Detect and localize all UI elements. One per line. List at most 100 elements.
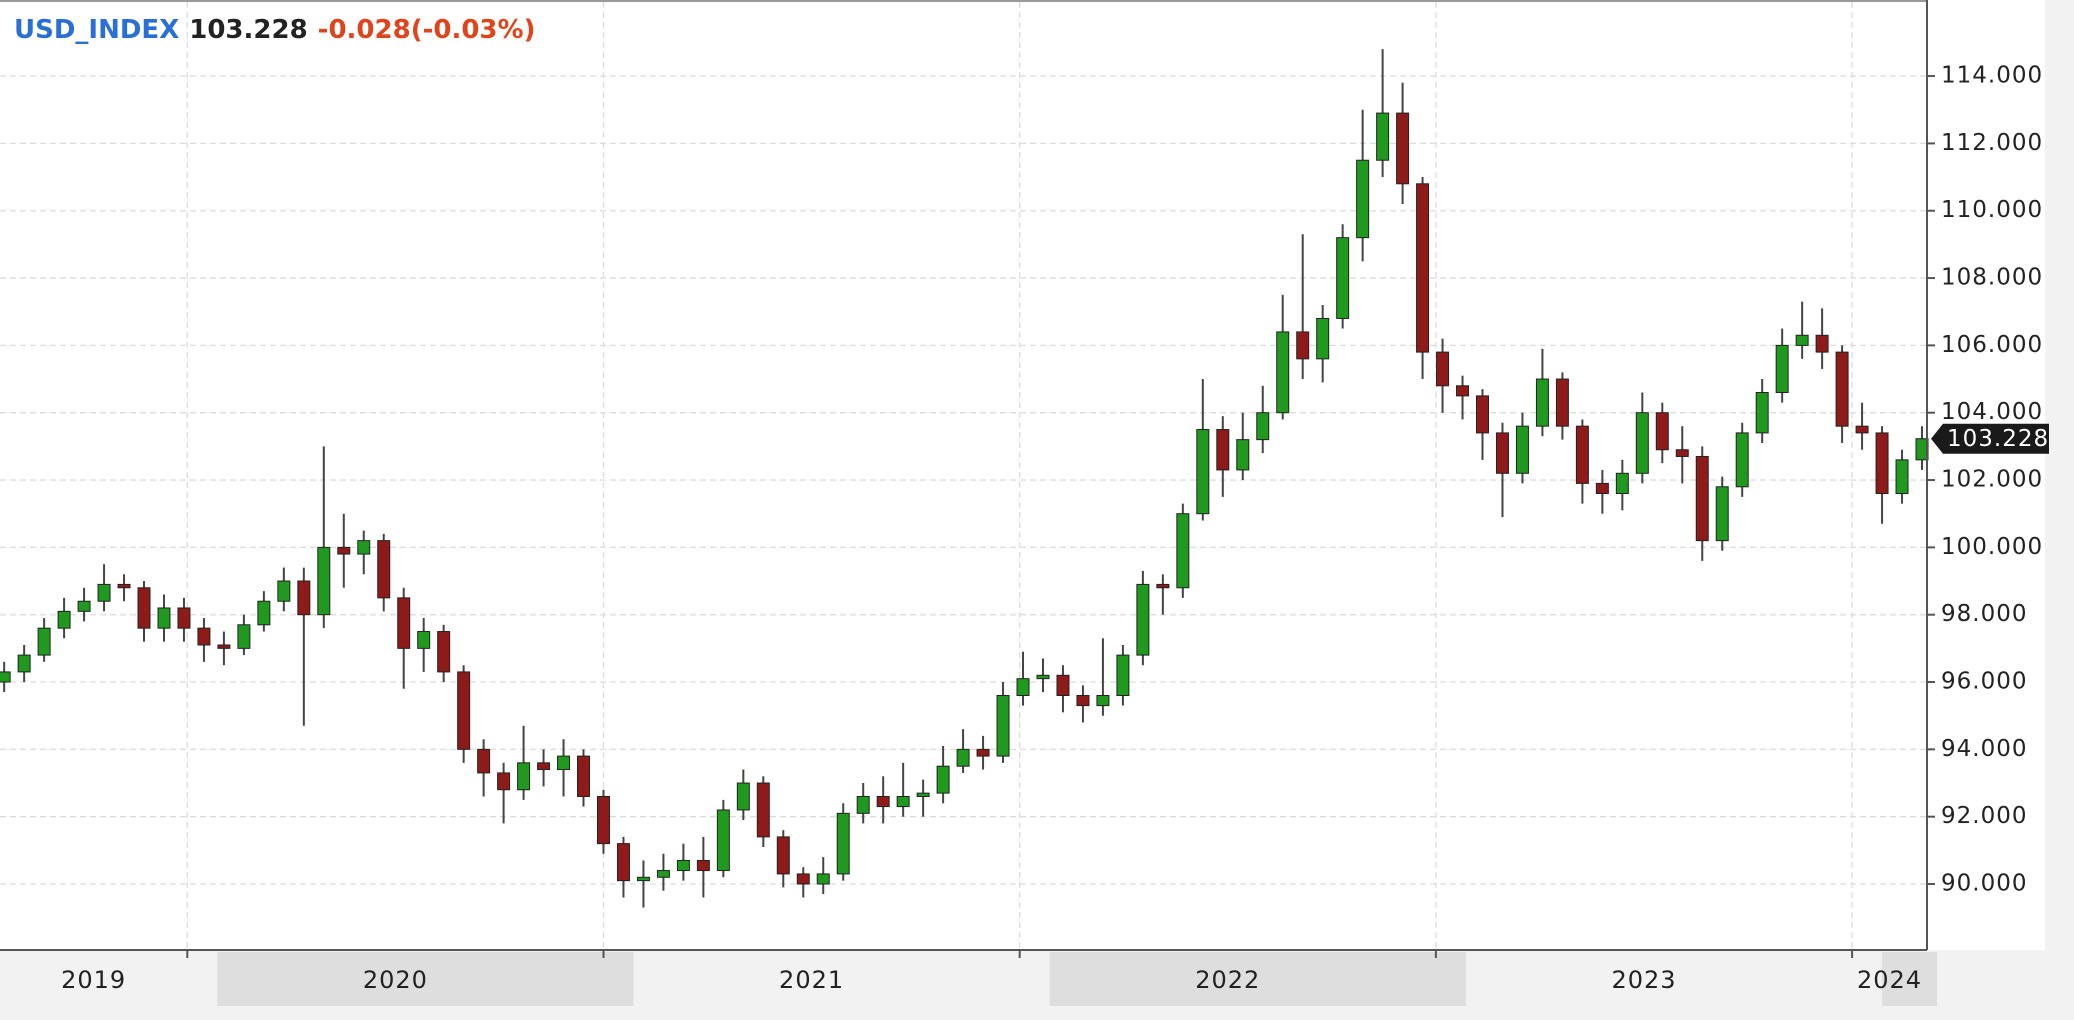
candle-body <box>1276 331 1290 414</box>
candle-body <box>1875 432 1889 495</box>
y-tick-label: 100.000 <box>1941 534 2043 560</box>
y-tick-label: 112.000 <box>1941 130 2043 156</box>
candle-body <box>537 762 551 771</box>
candle-body <box>836 812 850 875</box>
y-tick-label: 90.000 <box>1941 871 2027 897</box>
x-tick-label: 2022 <box>1195 966 1260 994</box>
candle-body <box>1575 425 1589 484</box>
candle-body <box>1416 183 1430 353</box>
candle-body <box>816 873 830 885</box>
candle-body <box>317 546 331 616</box>
candle-body <box>1675 449 1689 457</box>
candle-body <box>1476 395 1489 434</box>
candle-body <box>1176 513 1190 589</box>
candle-body <box>1316 317 1330 360</box>
candle-body <box>756 782 770 838</box>
candle-body <box>1196 429 1210 515</box>
grid <box>0 2 1927 950</box>
candle-body <box>577 755 591 797</box>
y-tick-label: 106.000 <box>1941 332 2043 358</box>
candle-body <box>716 809 730 872</box>
change: -0.028(-0.03%) <box>318 15 536 45</box>
x-tick-label: 2020 <box>363 966 428 994</box>
candle-body <box>1016 678 1030 696</box>
candle-body <box>477 748 491 774</box>
y-tick-label: 102.000 <box>1941 467 2043 493</box>
candle-body <box>1436 351 1450 387</box>
candle-body <box>377 540 391 599</box>
last-price-tag <box>1931 423 2049 454</box>
candle-body <box>117 583 131 589</box>
y-tick-label: 110.000 <box>1941 197 2043 223</box>
y-tick-label: 94.000 <box>1941 736 2027 762</box>
x-tick-label: 2023 <box>1611 966 1676 994</box>
candle-body <box>1535 378 1549 427</box>
candle-body <box>77 600 91 612</box>
candle-body <box>1635 412 1649 474</box>
candle-body <box>457 671 471 750</box>
candle-body <box>1156 583 1170 589</box>
x-tick-label: 2021 <box>779 966 844 994</box>
candle-body <box>1296 331 1310 360</box>
candle-body <box>357 540 371 555</box>
candle-body <box>996 694 1010 757</box>
x-tick-label: 2019 <box>61 966 126 994</box>
candle-body <box>337 546 351 555</box>
year-band <box>1882 952 1937 1006</box>
candle-body <box>57 610 71 629</box>
candle-body <box>137 587 151 629</box>
candle-body <box>1216 429 1230 471</box>
candle-body <box>1096 694 1110 707</box>
candle-body <box>916 792 930 797</box>
candle-body <box>1495 432 1509 474</box>
last-price: 103.228 <box>189 15 307 45</box>
candle-body <box>17 654 31 673</box>
candle-body <box>197 627 211 646</box>
candle-body <box>1855 425 1869 434</box>
candle-body <box>1595 482 1609 495</box>
candle-body <box>636 876 650 882</box>
y-tick-label: 108.000 <box>1941 265 2043 291</box>
candle-body <box>1715 486 1729 542</box>
candle-body <box>1076 694 1090 707</box>
candle-body <box>656 870 670 878</box>
candle-body <box>956 748 970 767</box>
candle-body <box>417 631 431 649</box>
candle-body <box>596 795 610 845</box>
candle-body <box>876 795 890 808</box>
candle-body <box>437 631 451 673</box>
y-tick-label: 104.000 <box>1941 399 2043 425</box>
symbol: USD_INDEX <box>14 15 179 45</box>
candle-body <box>277 580 291 602</box>
candle-body <box>1056 674 1070 696</box>
y-tick-label: 114.000 <box>1941 63 2043 89</box>
candle-body <box>397 597 411 649</box>
year-band <box>1049 952 1466 1006</box>
candle-body <box>1815 334 1829 353</box>
candle-body <box>1895 459 1909 495</box>
header: USD_INDEX 103.228 -0.028(-0.03%) <box>14 15 535 45</box>
candle-body <box>237 624 251 649</box>
candle-body <box>1376 112 1390 161</box>
candle-body <box>1116 654 1130 696</box>
candles <box>0 49 1929 908</box>
candle-body <box>37 627 51 656</box>
candle-body <box>177 607 191 629</box>
candle-body <box>497 772 511 791</box>
candle-body <box>1256 412 1270 441</box>
right-margin <box>2045 0 2074 1020</box>
candle-body <box>297 580 311 616</box>
candle-body <box>1655 412 1669 451</box>
candle-body <box>616 843 630 882</box>
candle-body <box>896 795 910 808</box>
candle-body <box>1775 344 1789 394</box>
candle-body <box>557 755 571 771</box>
candle-body <box>1036 674 1050 680</box>
candle-body <box>1515 425 1529 474</box>
candle-body <box>1396 112 1410 185</box>
candle-body <box>1356 159 1370 239</box>
candle-body <box>1236 439 1250 471</box>
candle-body <box>676 859 690 872</box>
